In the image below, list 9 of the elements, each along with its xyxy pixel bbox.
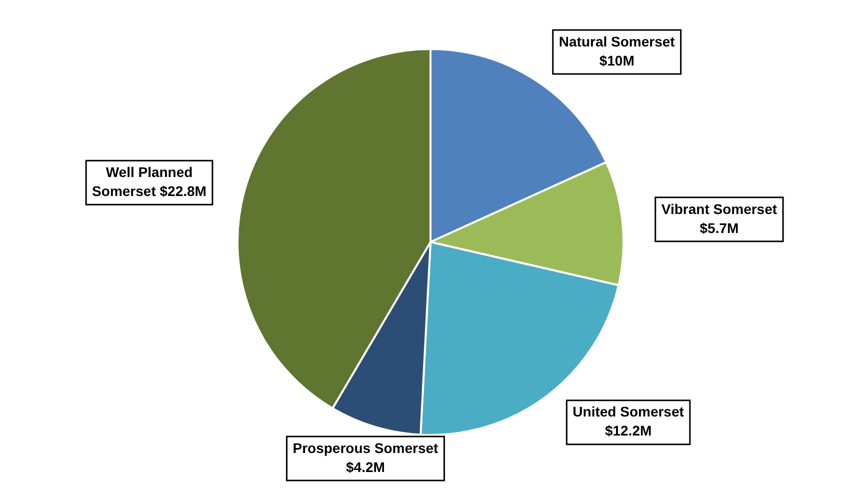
slice-label: Natural Somerset (558, 33, 676, 50)
data-label: $10M (599, 52, 634, 68)
slice-label: Vibrant Somerset (661, 200, 778, 217)
slice-label: Prosperous Somerset (292, 440, 439, 456)
slice-label: United Somerset (572, 404, 684, 420)
data-label: $12.2M (604, 422, 652, 439)
slice-label: Well Planned Somerset $22.8M (92, 164, 206, 199)
data-label: $4.2M (346, 458, 385, 475)
data-label: $5.7M (700, 220, 739, 236)
